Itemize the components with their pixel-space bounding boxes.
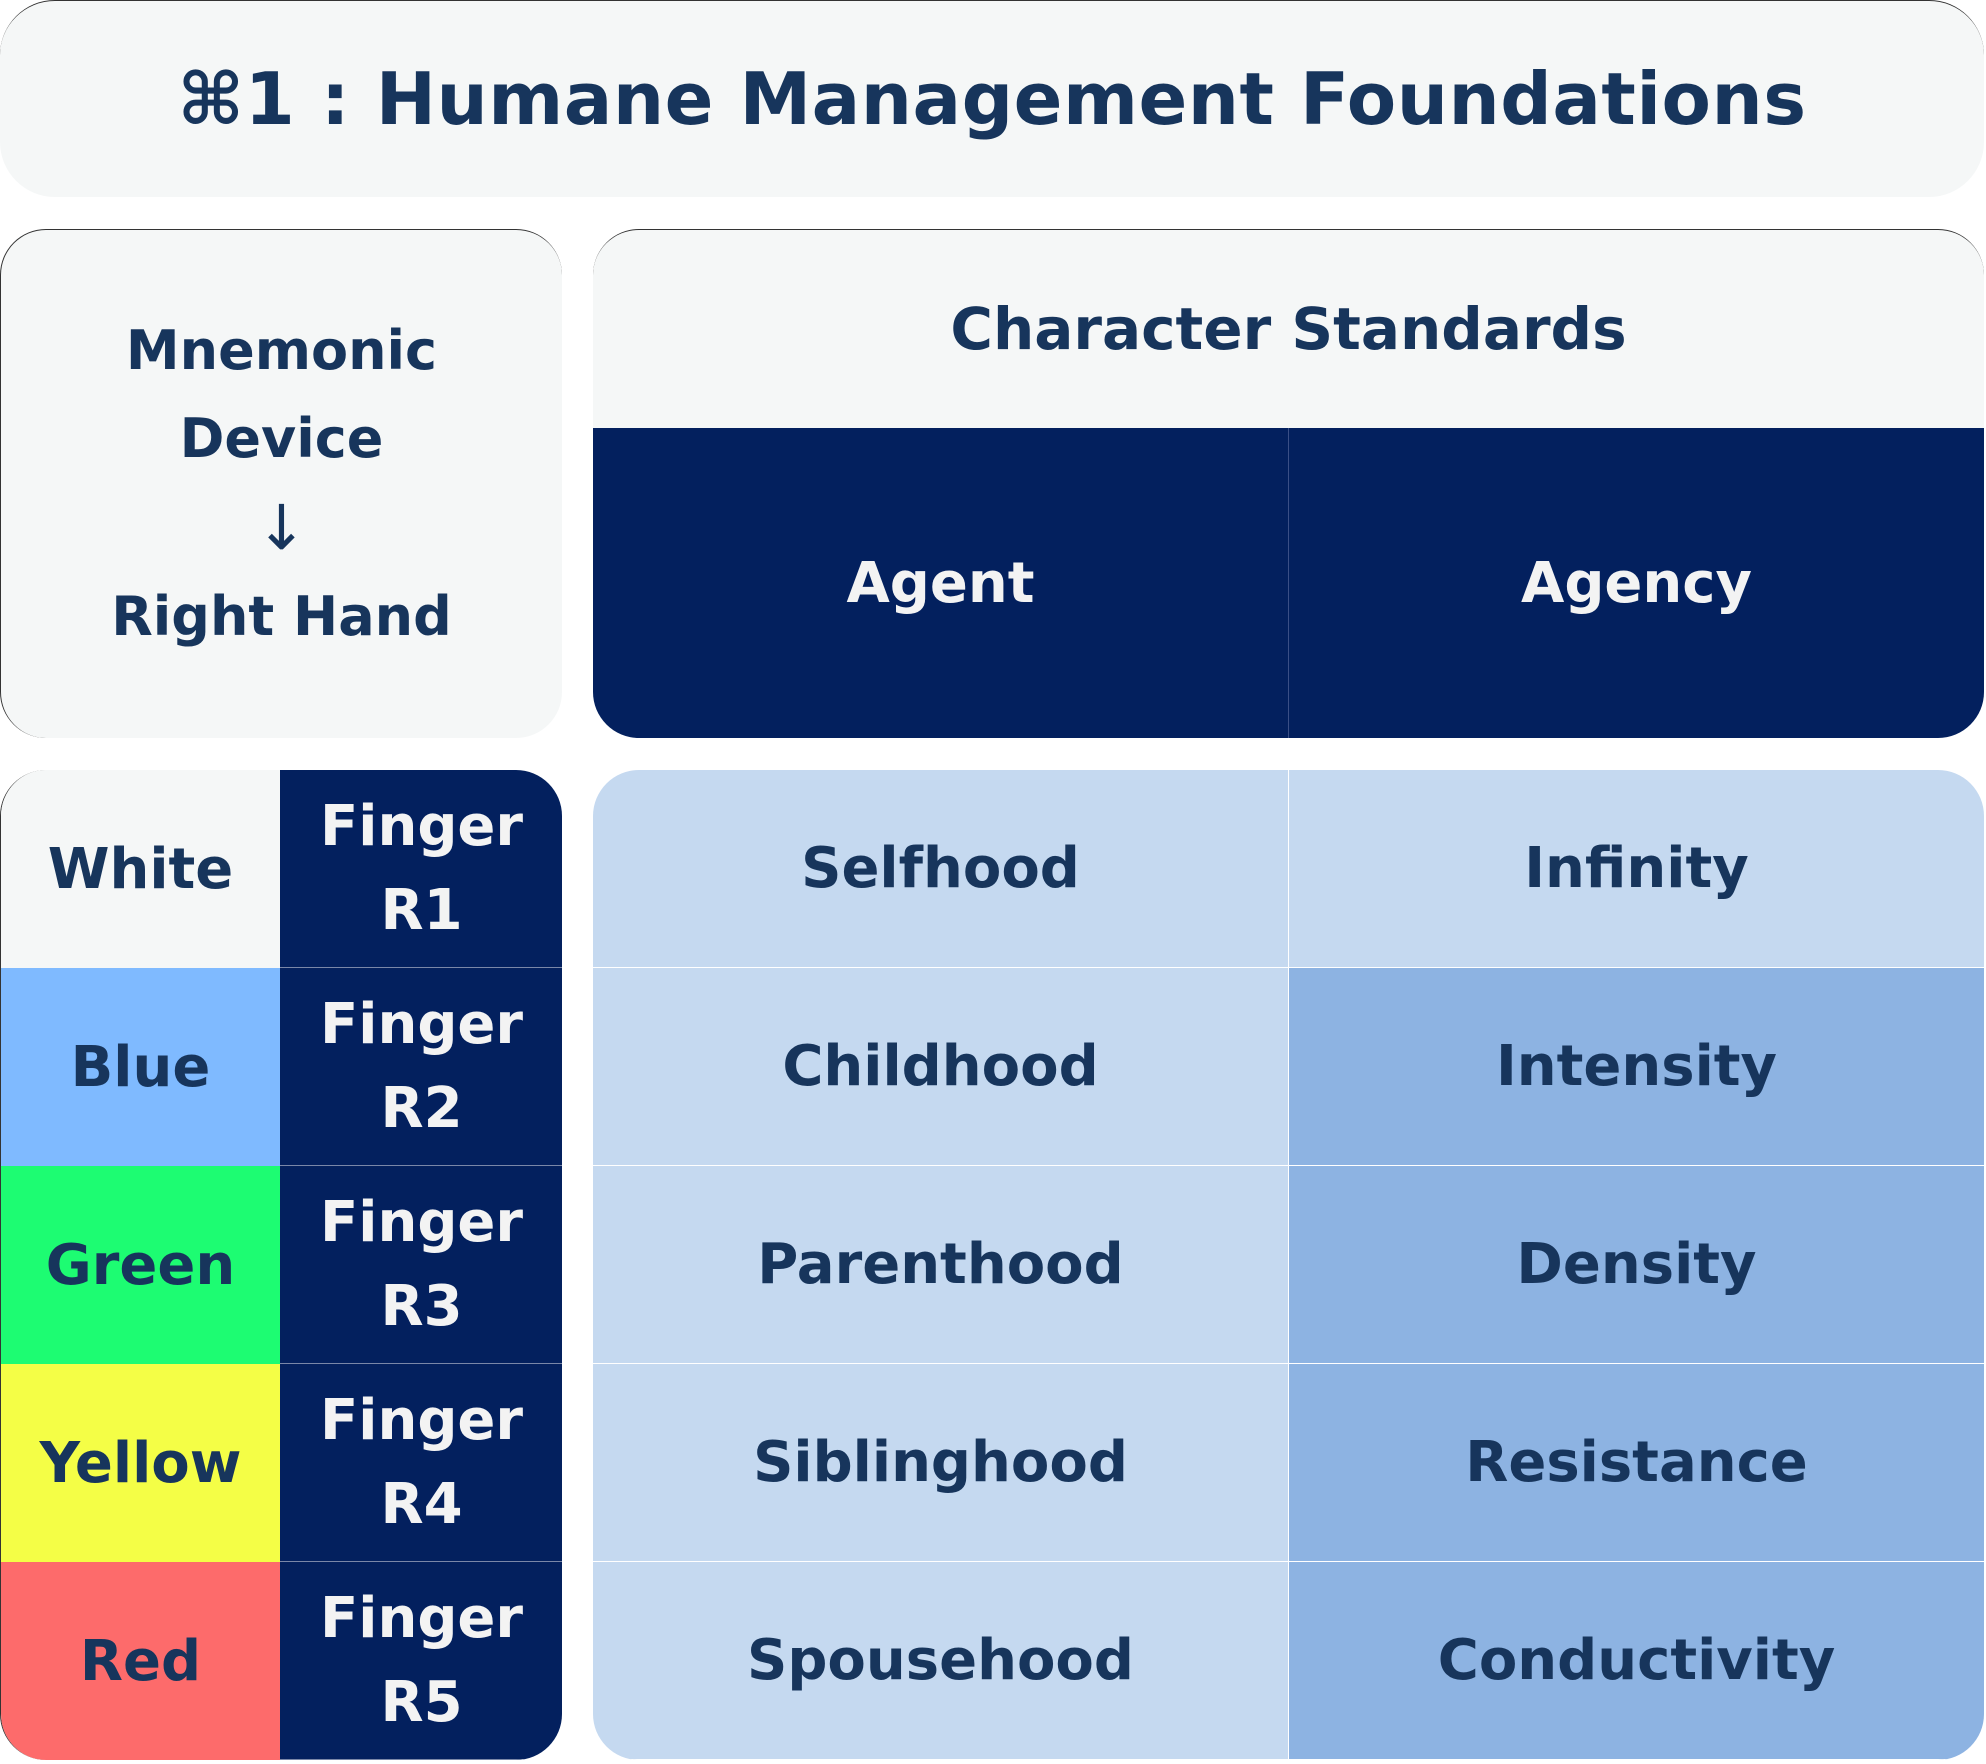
finger-label: Finger bbox=[320, 1585, 523, 1651]
color-cell-green: Green bbox=[1, 1166, 280, 1364]
finger-label: Finger bbox=[320, 991, 523, 1057]
agent-cell: Selfhood bbox=[593, 770, 1289, 968]
color-cell-white: White bbox=[1, 770, 280, 968]
agent-cell: Parenthood bbox=[593, 1166, 1289, 1364]
finger-label: Finger bbox=[320, 1387, 523, 1453]
finger-label: Finger bbox=[320, 1189, 523, 1255]
device-label: Device bbox=[179, 407, 384, 470]
character-standards-panel: Character Standards Agent Agency bbox=[593, 229, 1984, 738]
finger-id: R5 bbox=[380, 1669, 463, 1735]
finger-cell-r3: Finger R3 bbox=[280, 1166, 562, 1364]
agent-cell: Spousehood bbox=[593, 1562, 1289, 1760]
finger-mapping-panel: White Finger R1 Blue Finger R2 Green Finger R3 Ye… bbox=[0, 770, 562, 1760]
column-header-agency: Agency bbox=[1289, 428, 1984, 738]
finger-cell-r2: Finger R2 bbox=[280, 968, 562, 1166]
finger-label: Finger bbox=[320, 793, 523, 859]
color-cell-yellow: Yellow bbox=[1, 1364, 280, 1562]
finger-cell-r5: Finger R5 bbox=[280, 1562, 562, 1760]
title-panel: ⌘1 : Humane Management Foundations bbox=[0, 0, 1984, 197]
finger-cell-r4: Finger R4 bbox=[280, 1364, 562, 1562]
finger-cell-r1: Finger R1 bbox=[280, 770, 562, 968]
mnemonic-panel: Mnemonic Device ↓ Right Hand bbox=[0, 229, 562, 738]
finger-id: R3 bbox=[380, 1273, 463, 1339]
mnemonic-label: Mnemonic bbox=[125, 319, 438, 382]
finger-id: R2 bbox=[380, 1075, 463, 1141]
arrow-down-icon: ↓ bbox=[255, 491, 308, 564]
agency-cell: Density bbox=[1289, 1166, 1984, 1364]
agency-cell: Infinity bbox=[1289, 770, 1984, 968]
page-title: ⌘1 : Humane Management Foundations bbox=[177, 57, 1807, 141]
agent-cell: Childhood bbox=[593, 968, 1289, 1166]
agency-cell: Conductivity bbox=[1289, 1562, 1984, 1760]
agency-cell: Resistance bbox=[1289, 1364, 1984, 1562]
color-cell-red: Red bbox=[1, 1562, 280, 1760]
right-hand-label: Right Hand bbox=[111, 585, 452, 648]
finger-id: R1 bbox=[380, 877, 463, 943]
agency-cell: Intensity bbox=[1289, 968, 1984, 1166]
standards-values-panel: Selfhood Infinity Childhood Intensity Parent… bbox=[593, 770, 1984, 1760]
column-header-agent: Agent bbox=[593, 428, 1289, 738]
agent-cell: Siblinghood bbox=[593, 1364, 1289, 1562]
character-standards-title: Character Standards bbox=[950, 295, 1627, 363]
finger-id: R4 bbox=[380, 1471, 463, 1537]
color-cell-blue: Blue bbox=[1, 968, 280, 1166]
